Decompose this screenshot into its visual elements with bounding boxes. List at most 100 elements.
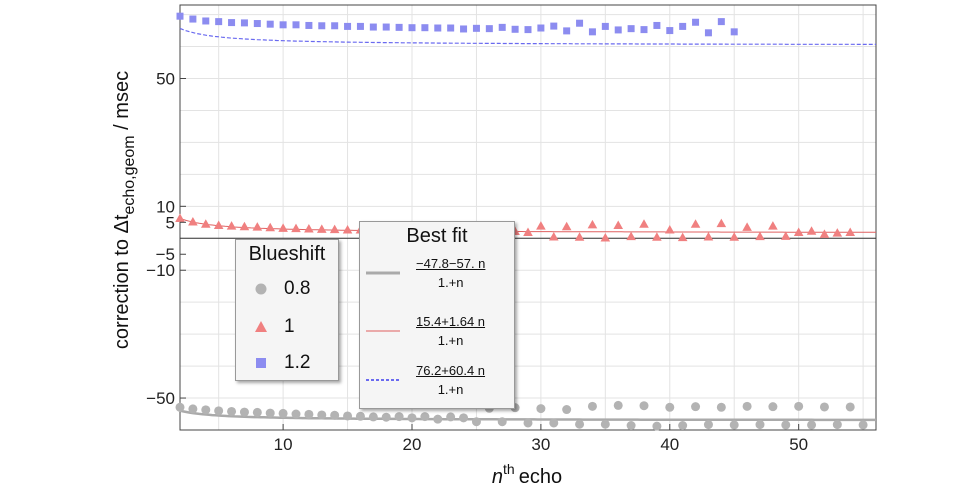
y-tick-label: −50 [146,389,175,408]
data-point-circle [188,404,198,414]
data-point-circle [781,420,791,430]
legend-entry-1: 1 [254,316,295,338]
fit-formula: 76.2+60.4 n 1.+n [414,363,487,397]
data-point-triangle [342,224,353,234]
fit-formula-denominator: 1.+n [437,275,464,290]
legend-entry-1-2: 1.2 [254,352,310,374]
data-point-circle [819,402,829,412]
data-point-triangle [239,221,250,231]
dashed-line-icon [366,379,400,381]
x-tick-label: 40 [660,435,679,454]
x-axis-label: nth echo [492,461,562,488]
data-point-circle [691,402,701,412]
data-point-circle [845,402,855,412]
data-point-square [511,25,519,33]
legend-entry-0-8: 0.8 [254,278,310,300]
data-point-triangle [587,219,598,229]
x-axis-label-n: n [492,466,503,488]
fit-formula: 15.4+1.64 n 1.+n [414,314,487,348]
data-point-circle [330,410,340,420]
x-tick-label: 10 [274,435,293,454]
data-point-square [369,23,377,31]
data-point-square [717,18,725,26]
y-axis-ticks: −50 −10−5 510 50 [146,69,186,408]
data-point-circle [201,405,211,415]
thick-line-icon [366,271,400,275]
data-point-square [434,24,442,32]
data-point-circle [252,407,262,417]
data-point-square [460,25,468,33]
data-point-square [215,18,223,26]
legend-markers-title: Blueshift [248,243,326,265]
fit-formula-denominator: 1.+n [437,382,464,397]
data-point-circle [497,417,507,427]
x-axis-ticks: 10 20 30 40 50 [274,424,808,454]
data-point-circle [536,404,546,414]
data-point-circle [613,400,623,410]
data-point-square [202,17,210,25]
legend-entry-label: 1 [284,316,295,337]
y-tick-label: 50 [156,69,175,88]
square-marker-icon [256,358,266,368]
data-point-circle [227,406,237,416]
data-point-circle [575,419,585,429]
data-point-square [356,22,364,30]
data-point-square [318,22,326,30]
data-point-triangle [188,216,198,226]
data-point-circle [807,420,817,430]
data-point-square [485,25,493,33]
data-point-square [588,28,596,36]
data-point-square [344,22,352,30]
data-point-square [627,25,635,33]
triangle-marker-icon [255,321,267,332]
legend-fit-1-2: 76.2+60.4 n 1.+n [366,363,487,397]
data-point-circle [343,411,353,421]
fit-formula: −47.8−57. n 1.+n [414,256,487,290]
data-point-square [279,21,287,29]
data-point-triangle [677,232,688,242]
data-point-triangle [536,221,546,230]
data-point-circle [832,420,842,430]
data-point-circle [471,417,481,427]
data-point-circle [214,406,224,416]
data-point-circle [368,412,378,422]
data-point-square [576,19,584,27]
fit-formula-numerator: 15.4+1.64 n [416,314,486,329]
data-point-square [601,22,609,30]
data-point-circle [652,421,662,431]
data-point-triangle [793,227,804,237]
data-point-triangle [729,232,740,241]
legend-markers: Blueshift 0.8 1 1.2 [235,239,339,381]
data-point-circle [665,402,675,412]
data-point-square [472,24,480,32]
data-point-circle [678,421,688,431]
data-point-circle [381,412,391,422]
data-point-circle [239,407,249,417]
legend-fits-title: Best fit [406,225,468,247]
data-point-square [408,24,416,32]
data-point-circle [742,401,752,411]
data-point-circle [394,412,404,422]
data-point-square [666,27,674,35]
data-point-circle [175,402,185,412]
fit-formula-denominator: 1.+n [437,333,464,348]
data-point-circle [639,401,649,411]
data-point-circle [291,409,301,419]
data-point-triangle [548,231,559,241]
data-point-square [653,21,661,29]
data-point-circle [549,418,559,428]
data-point-square [395,23,403,31]
data-point-square [305,21,313,29]
x-tick-label: 30 [531,435,550,454]
data-point-circle [355,411,365,421]
data-point-triangle [664,224,675,234]
data-point-triangle [845,227,856,237]
data-point-square [382,23,390,31]
data-point-triangle [329,224,340,234]
data-point-circle [729,420,739,430]
data-point-circle [755,420,765,430]
legend-entry-label: 0.8 [284,278,311,299]
fit-formula-numerator: 76.2+60.4 n [416,363,486,378]
data-point-triangle [278,223,288,232]
y-tick-label: −5 [156,245,175,264]
